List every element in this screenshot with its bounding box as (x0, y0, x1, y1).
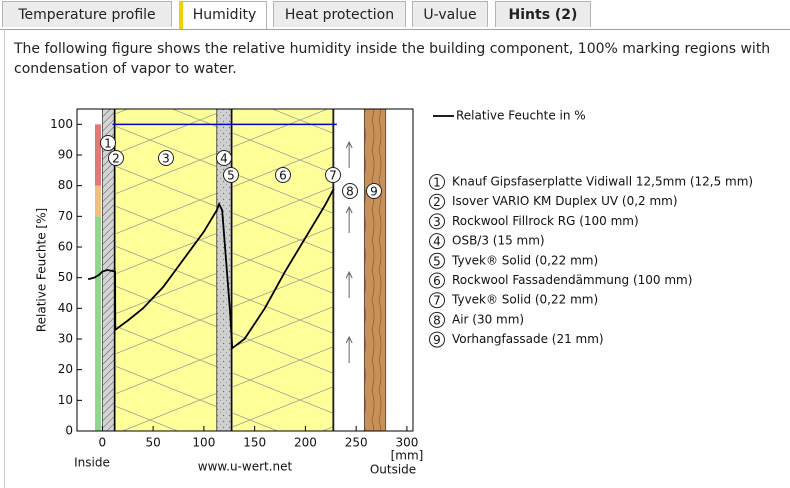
layer-list-number: 2 (433, 195, 441, 209)
layer-list-number: 5 (433, 254, 441, 268)
layer-list-marker (429, 174, 445, 190)
x-tick-label: 150 (243, 436, 266, 450)
layer-marker-number: 2 (112, 152, 120, 166)
y-tick-label: 30 (58, 332, 73, 346)
layer-marker-number: 8 (346, 185, 354, 199)
layer-marker (342, 183, 358, 199)
humidity-band (95, 216, 101, 431)
description: The following figure shows the relative … (14, 41, 771, 77)
layer-marker (100, 135, 116, 151)
inside-label: Inside (74, 456, 110, 470)
layer-texture (216, 109, 233, 431)
layer-marker-number: 6 (279, 169, 287, 183)
layer-list-label: Air (30 mm) (452, 312, 524, 326)
x-tick-label: 200 (294, 436, 317, 450)
air-arrow (345, 205, 353, 233)
layer-marker-number: 7 (329, 169, 337, 183)
layer-list-label: Vorhangfassade (21 mm) (452, 332, 604, 346)
layer-marker (108, 150, 124, 166)
layer-list-label: Rockwool Fillrock RG (100 mm) (452, 214, 639, 228)
layer-texture (232, 109, 334, 431)
y-tick-label: 70 (58, 209, 73, 223)
tab[interactable]: Temperature profile (2, 1, 172, 27)
air-arrow (345, 140, 353, 168)
layer-marker-number: 5 (227, 169, 235, 183)
layer-list-marker (429, 331, 445, 348)
tab[interactable]: Humidity (179, 1, 267, 29)
air-arrow (345, 335, 353, 363)
layer-list-number: 7 (433, 294, 441, 308)
layer-marker (223, 167, 239, 183)
y-tick-label: 100 (50, 117, 73, 131)
x-tick-label: 50 (145, 436, 160, 450)
layer-marker (325, 167, 341, 183)
y-tick-label: 20 (58, 362, 73, 376)
x-tick-label: 0 (99, 436, 107, 450)
y-tick-label: 50 (58, 270, 73, 284)
y-tick-label: 40 (58, 301, 73, 315)
x-unit: [mm] (391, 449, 424, 463)
layer-marker-number: 1 (104, 137, 112, 151)
content-border (4, 29, 5, 488)
layer-list-marker (429, 233, 445, 250)
layer-list-number: 3 (433, 215, 441, 229)
plot-frame (76, 108, 414, 432)
air-arrow (345, 270, 353, 298)
humidity-line (87, 188, 335, 350)
layer-list-marker (429, 193, 445, 210)
layer-marker (216, 150, 232, 166)
layer-list-label: OSB/3 (15 mm) (452, 234, 545, 248)
layer-texture (364, 109, 386, 431)
layer-list-label: Knauf Gipsfaserplatte Vidiwall 12,5mm (1… (452, 175, 753, 189)
layer-marker (366, 183, 382, 199)
humidity-band (95, 185, 101, 217)
y-tick-label: 60 (58, 240, 73, 254)
tab[interactable]: Hints (2) (495, 1, 591, 27)
humidity-band (95, 124, 101, 186)
y-axis-label: Relative Feuchte [%] (35, 208, 49, 332)
x-tick-label: 100 (192, 436, 215, 450)
layer-list-label: Rockwool Fassadendämmung (100 mm) (452, 273, 692, 287)
layer-list-label: Tyvek® Solid (0,22 mm) (451, 253, 598, 267)
layer-list-label: Isover VARIO KM Duplex UV (0,2 mm) (452, 194, 678, 208)
x-tick-label: 250 (345, 436, 368, 450)
layer-list-marker (429, 252, 445, 269)
layer-list-label: Tyvek® Solid (0,22 mm) (451, 293, 598, 307)
outside-label: Outside (370, 463, 416, 477)
legend-label: Relative Feuchte in % (456, 109, 586, 123)
layer-list-number: 4 (433, 235, 441, 249)
tab-bar: Temperature profile Humidity Heat protecti… (0, 0, 790, 30)
y-tick-label: 0 (65, 424, 73, 438)
tab[interactable]: Heat protection (273, 1, 406, 27)
source-label: www.u-wert.net (198, 460, 293, 474)
layer-marker (275, 167, 291, 183)
layer-list-number: 1 (433, 176, 441, 190)
layer-marker-number: 3 (162, 152, 170, 166)
layer-marker (158, 150, 174, 166)
layer-list-marker (429, 272, 445, 289)
x-tick-label: 300 (395, 436, 418, 450)
y-tick-label: 10 (58, 393, 73, 407)
tab[interactable]: U-value (412, 1, 488, 27)
layer-list-number: 9 (433, 333, 441, 347)
layer-list-number: 8 (433, 313, 441, 327)
layer-list-marker (429, 213, 445, 230)
y-tick-label: 90 (58, 148, 73, 162)
layer-marker-number: 9 (370, 185, 378, 199)
layer-list-number: 6 (433, 274, 441, 288)
layer-marker-number: 4 (220, 152, 228, 166)
y-tick-label: 80 (58, 178, 73, 192)
layer-list-marker (429, 311, 445, 328)
layer-list-marker (429, 292, 445, 309)
